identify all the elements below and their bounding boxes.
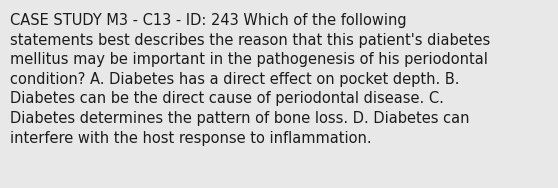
Text: CASE STUDY M3 - C13 - ID: 243 Which of the following
statements best describes t: CASE STUDY M3 - C13 - ID: 243 Which of t… [10,13,490,146]
